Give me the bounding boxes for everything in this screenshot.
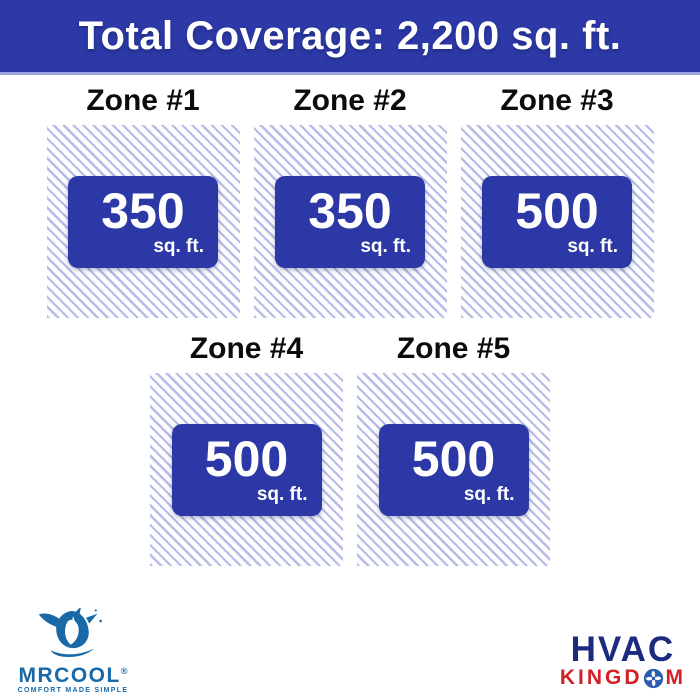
zone-1-title: Zone #1 (86, 84, 200, 117)
zone-1-value: 350 (101, 182, 185, 239)
zone-1-coverage-card: 350 sq. ft. (68, 175, 218, 268)
zone-4-coverage-card: 500 sq. ft. (171, 423, 322, 516)
zone-2-value: 350 (308, 182, 392, 239)
header-banner: Total Coverage: 2,200 sq. ft. (0, 0, 700, 75)
mrcool-logo: MRCOOL® COMFORT MADE SIMPLE (14, 608, 132, 694)
zone-2-title: Zone #2 (293, 84, 407, 117)
zone-5: Zone #5 500 sq. ft. (357, 332, 550, 566)
zone-5-value: 500 (411, 430, 496, 487)
zone-5-title: Zone #5 (396, 332, 511, 365)
kingdom-text-pre: KINGD (559, 666, 643, 689)
mrcool-wordmark-text: MRCOOL (18, 664, 121, 687)
zone-row-bottom: Zone #4 500 sq. ft. Zone #5 500 sq. ft. (0, 332, 700, 566)
hvac-kingdom-logo: HVAC KINGD M (560, 630, 686, 690)
zone-row-top: Zone #1 350 sq. ft. Zone #2 350 sq. ft. … (0, 84, 700, 318)
hvac-wordmark: HVAC (570, 630, 676, 669)
fan-icon (643, 668, 664, 689)
zone-2-hatched-tile: 350 sq. ft. (253, 125, 447, 318)
zone-4: Zone #4 500 sq. ft. (150, 332, 343, 566)
zone-1: Zone #1 350 sq. ft. (46, 84, 240, 318)
zone-2-unit: sq. ft. (360, 235, 411, 257)
zone-3-coverage-card: 500 sq. ft. (482, 175, 632, 268)
zone-1-unit: sq. ft. (153, 235, 204, 257)
penguin-mascot-icon (38, 608, 102, 657)
kingdom-wordmark: KINGD M (560, 666, 686, 690)
zone-5-hatched-tile: 500 sq. ft. (357, 373, 550, 566)
zone-3-unit: sq. ft. (567, 235, 618, 257)
registered-mark: ® (120, 666, 128, 676)
zone-3: Zone #3 500 sq. ft. (460, 84, 654, 318)
page-title: Total Coverage: 2,200 sq. ft. (78, 13, 622, 58)
zone-3-hatched-tile: 500 sq. ft. (460, 125, 654, 318)
zone-3-title: Zone #3 (500, 84, 614, 117)
mrcool-tagline: COMFORT MADE SIMPLE (17, 687, 129, 694)
zone-3-value: 500 (515, 182, 599, 239)
zone-4-unit: sq. ft. (256, 483, 308, 505)
zone-2: Zone #2 350 sq. ft. (253, 84, 447, 318)
zone-4-value: 500 (204, 430, 289, 487)
mrcool-wordmark: MRCOOL® (14, 661, 132, 686)
zone-1-hatched-tile: 350 sq. ft. (46, 125, 240, 318)
zone-4-title: Zone #4 (189, 332, 304, 365)
kingdom-text-post: M (665, 666, 686, 689)
zone-5-unit: sq. ft. (463, 483, 515, 505)
zone-5-coverage-card: 500 sq. ft. (378, 423, 529, 516)
zone-4-hatched-tile: 500 sq. ft. (150, 373, 343, 566)
zone-2-coverage-card: 350 sq. ft. (275, 175, 425, 268)
